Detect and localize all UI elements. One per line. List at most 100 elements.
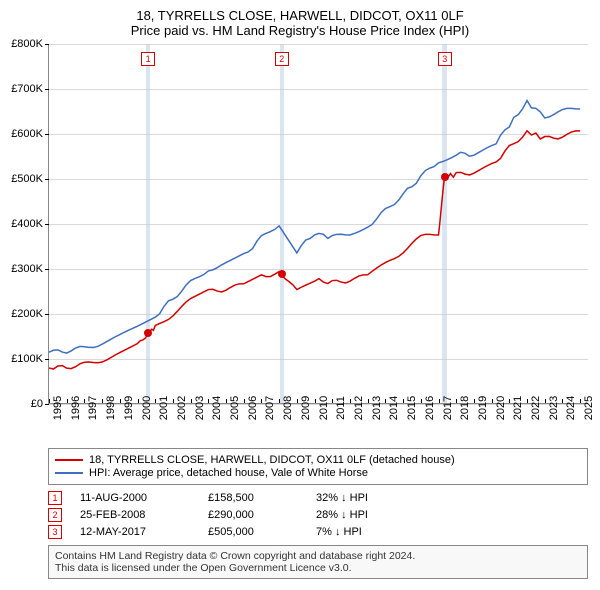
- chart-title: 18, TYRRELLS CLOSE, HARWELL, DIDCOT, OX1…: [0, 0, 600, 23]
- legend-box: 18, TYRRELLS CLOSE, HARWELL, DIDCOT, OX1…: [48, 448, 588, 485]
- x-tick-label: 1995: [52, 396, 64, 420]
- x-tick-mark: [138, 399, 139, 403]
- sales-date: 12-MAY-2017: [80, 526, 190, 538]
- x-tick-mark: [279, 399, 280, 403]
- legend-row: HPI: Average price, detached house, Vale…: [55, 467, 581, 479]
- x-tick-mark: [297, 399, 298, 403]
- sale-point-dot: [441, 173, 449, 181]
- x-tick-mark: [191, 399, 192, 403]
- sale-marker-1: 1: [141, 52, 155, 66]
- x-tick-label: 2025: [583, 396, 595, 420]
- x-tick-label: 2000: [141, 396, 153, 420]
- x-tick-label: 2016: [424, 396, 436, 420]
- chart-svg: [49, 44, 589, 404]
- x-tick-mark: [492, 399, 493, 403]
- footer-line-2: This data is licensed under the Open Gov…: [55, 562, 581, 574]
- footer-attribution: Contains HM Land Registry data © Crown c…: [48, 545, 588, 579]
- x-tick-label: 2010: [318, 396, 330, 420]
- series-hpi: [49, 101, 580, 353]
- x-tick-mark: [67, 399, 68, 403]
- x-tick-label: 2017: [442, 396, 454, 420]
- x-tick-mark: [120, 399, 121, 403]
- sales-marker-1: 1: [48, 491, 62, 505]
- x-tick-mark: [545, 399, 546, 403]
- x-tick-mark: [580, 399, 581, 403]
- x-tick-label: 1999: [123, 396, 135, 420]
- x-axis-labels: 1995199619971998199920002001200220032004…: [48, 404, 588, 442]
- legend-row: 18, TYRRELLS CLOSE, HARWELL, DIDCOT, OX1…: [55, 454, 581, 466]
- x-tick-label: 2019: [477, 396, 489, 420]
- sale-point-dot: [144, 329, 152, 337]
- x-tick-label: 2018: [459, 396, 471, 420]
- x-tick-label: 1997: [87, 396, 99, 420]
- x-tick-mark: [244, 399, 245, 403]
- sales-marker-2: 2: [48, 508, 62, 522]
- x-tick-mark: [208, 399, 209, 403]
- x-tick-mark: [527, 399, 528, 403]
- y-tick-label: £800K: [11, 38, 43, 50]
- sales-diff: 28% ↓ HPI: [316, 509, 426, 521]
- sales-diff: 32% ↓ HPI: [316, 492, 426, 504]
- x-tick-label: 1996: [70, 396, 82, 420]
- x-tick-label: 2015: [406, 396, 418, 420]
- y-tick-label: £300K: [11, 263, 43, 275]
- y-tick-label: £200K: [11, 308, 43, 320]
- legend-swatch: [55, 459, 83, 461]
- x-tick-mark: [332, 399, 333, 403]
- x-tick-mark: [84, 399, 85, 403]
- sales-price: £158,500: [208, 492, 298, 504]
- x-tick-mark: [315, 399, 316, 403]
- sale-marker-2: 2: [275, 52, 289, 66]
- x-tick-label: 2014: [388, 396, 400, 420]
- x-tick-label: 1998: [105, 396, 117, 420]
- x-tick-label: 2013: [371, 396, 383, 420]
- x-tick-label: 2002: [176, 396, 188, 420]
- legend-label: HPI: Average price, detached house, Vale…: [89, 467, 368, 479]
- x-tick-mark: [350, 399, 351, 403]
- sale-marker-3: 3: [438, 52, 452, 66]
- x-tick-mark: [385, 399, 386, 403]
- chart-plot-area: £0£100K£200K£300K£400K£500K£600K£700K£80…: [48, 44, 588, 404]
- sales-marker-3: 3: [48, 525, 62, 539]
- sales-price: £505,000: [208, 526, 298, 538]
- x-tick-label: 2020: [495, 396, 507, 420]
- x-tick-mark: [474, 399, 475, 403]
- x-tick-label: 2023: [548, 396, 560, 420]
- sales-row: 3 12-MAY-2017 £505,000 7% ↓ HPI: [48, 525, 588, 539]
- x-tick-label: 2004: [211, 396, 223, 420]
- legend-swatch: [55, 472, 83, 474]
- footer-line-1: Contains HM Land Registry data © Crown c…: [55, 550, 581, 562]
- y-tick-label: £600K: [11, 128, 43, 140]
- x-tick-label: 2022: [530, 396, 542, 420]
- y-tick-label: £100K: [11, 353, 43, 365]
- x-tick-mark: [439, 399, 440, 403]
- x-tick-label: 2008: [282, 396, 294, 420]
- x-tick-mark: [155, 399, 156, 403]
- sales-price: £290,000: [208, 509, 298, 521]
- legend-label: 18, TYRRELLS CLOSE, HARWELL, DIDCOT, OX1…: [89, 454, 455, 466]
- sales-row: 1 11-AUG-2000 £158,500 32% ↓ HPI: [48, 491, 588, 505]
- sale-point-dot: [278, 270, 286, 278]
- chart-subtitle: Price paid vs. HM Land Registry's House …: [0, 23, 600, 44]
- x-tick-label: 2009: [300, 396, 312, 420]
- y-tick-label: £400K: [11, 218, 43, 230]
- x-tick-mark: [261, 399, 262, 403]
- x-tick-mark: [403, 399, 404, 403]
- x-tick-label: 2005: [229, 396, 241, 420]
- x-tick-mark: [368, 399, 369, 403]
- x-tick-mark: [562, 399, 563, 403]
- y-tick-label: £700K: [11, 83, 43, 95]
- y-tick-label: £0: [31, 398, 43, 410]
- x-tick-mark: [456, 399, 457, 403]
- x-tick-label: 2021: [512, 396, 524, 420]
- sales-diff: 7% ↓ HPI: [316, 526, 426, 538]
- x-tick-label: 2011: [335, 396, 347, 420]
- sales-row: 225-FEB-2008£290,00028% ↓ HPI: [48, 508, 588, 522]
- x-tick-mark: [173, 399, 174, 403]
- sales-table: 111-AUG-2000£158,50032% ↓ HPI225-FEB-200…: [48, 491, 588, 539]
- x-tick-label: 2006: [247, 396, 259, 420]
- sales-date: 11-AUG-2000: [80, 492, 190, 504]
- y-tick-label: £500K: [11, 173, 43, 185]
- x-tick-mark: [509, 399, 510, 403]
- x-tick-label: 2024: [565, 396, 577, 420]
